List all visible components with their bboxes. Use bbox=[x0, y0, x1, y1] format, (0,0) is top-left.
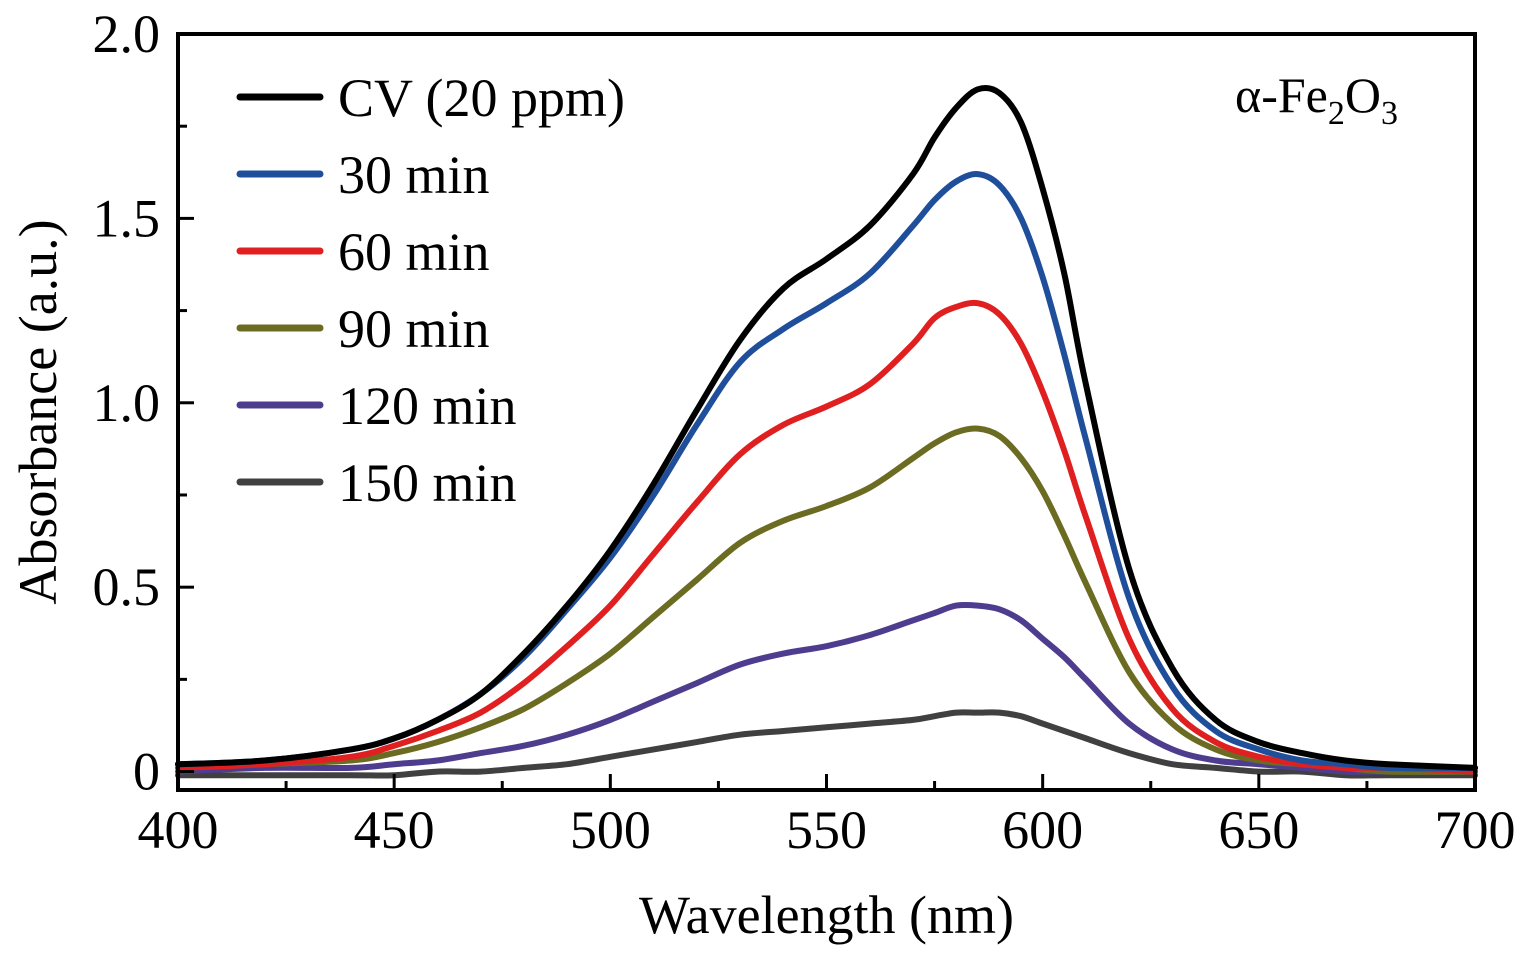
series-line-4 bbox=[175, 601, 1478, 775]
y-tick-label: 2.0 bbox=[93, 4, 161, 64]
legend-label: 30 min bbox=[338, 145, 490, 205]
legend-label: 90 min bbox=[338, 299, 490, 359]
series-line-5 bbox=[175, 709, 1478, 779]
x-tick-label: 600 bbox=[1002, 800, 1083, 860]
legend-label: 60 min bbox=[338, 222, 490, 282]
y-tick-label: 1.5 bbox=[93, 188, 161, 248]
x-tick-label: 400 bbox=[138, 800, 219, 860]
series-line-0 bbox=[175, 84, 1478, 771]
legend-label: 120 min bbox=[338, 376, 517, 436]
x-tick-label: 500 bbox=[570, 800, 651, 860]
legend-item: 90 min bbox=[236, 299, 490, 359]
y-tick-label: 0 bbox=[133, 742, 160, 802]
legend-item: 30 min bbox=[236, 145, 490, 205]
ticks-layer: 400 450 500 550 600 650 700 0 0.5 1.0 1.5 2.0 bbox=[93, 4, 1516, 860]
legend-item: 150 min bbox=[236, 453, 517, 513]
legend-label: 150 min bbox=[338, 453, 517, 513]
x-tick-label: 450 bbox=[354, 800, 435, 860]
legend-item: 60 min bbox=[236, 222, 490, 282]
x-tick-label: 700 bbox=[1435, 800, 1516, 860]
legend-item: CV (20 ppm) bbox=[236, 68, 625, 128]
x-tick-label: 650 bbox=[1218, 800, 1299, 860]
legend-label: CV (20 ppm) bbox=[338, 68, 625, 128]
y-axis-title: Absorbance (a.u.) bbox=[8, 219, 68, 604]
sample-annotation: α-Fe2O3 bbox=[1235, 67, 1398, 132]
y-tick-label: 1.0 bbox=[93, 373, 161, 433]
series-line-3 bbox=[175, 425, 1478, 775]
x-axis-title: Wavelength (nm) bbox=[639, 885, 1014, 945]
series-line-2 bbox=[175, 299, 1478, 775]
series-layer bbox=[175, 84, 1478, 779]
legend-item: 120 min bbox=[236, 376, 517, 436]
y-tick-label: 0.5 bbox=[93, 557, 161, 617]
x-tick-label: 550 bbox=[786, 800, 867, 860]
legend: CV (20 ppm) 30 min 60 min 90 min 120 min 150 … bbox=[236, 68, 625, 513]
